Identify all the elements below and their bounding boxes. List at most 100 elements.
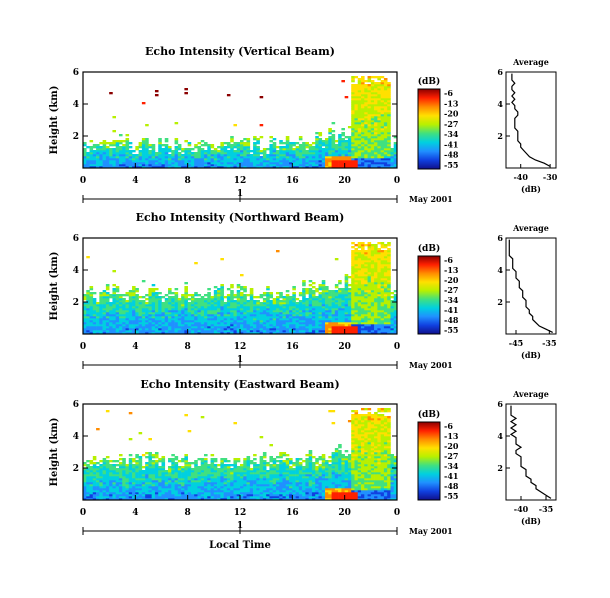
heatmap-cell	[132, 318, 136, 321]
heatmap-cell	[243, 150, 247, 153]
heatmap-cell	[253, 150, 257, 153]
heatmap-cell	[184, 156, 188, 159]
heatmap-cell	[334, 316, 339, 319]
heatmap-cell	[331, 312, 336, 315]
heatmap-cell	[383, 250, 388, 253]
heatmap-cell	[223, 492, 228, 495]
heatmap-cell	[220, 304, 224, 307]
heatmap-cell	[210, 300, 215, 303]
heatmap-cell	[292, 320, 296, 323]
heatmap-cell	[344, 158, 349, 161]
heatmap-cell	[387, 106, 391, 109]
heatmap-cell	[256, 166, 260, 169]
heatmap-cell	[99, 474, 103, 477]
heatmap-cell	[210, 476, 215, 479]
heatmap-cell	[118, 312, 123, 315]
heatmap-cell	[357, 84, 362, 87]
heatmap-cell	[272, 310, 277, 313]
heatmap-cell	[351, 328, 355, 331]
heatmap-cell	[125, 494, 130, 497]
heatmap-cell	[341, 316, 345, 319]
heatmap-cell	[383, 124, 388, 127]
heatmap-cell	[364, 268, 368, 271]
heatmap-cell	[83, 298, 87, 301]
heatmap-cell	[148, 482, 152, 485]
heatmap-cell	[357, 146, 362, 149]
heatmap-cell	[86, 166, 90, 169]
heatmap-cell	[243, 158, 247, 161]
heatmap-cell	[217, 470, 221, 473]
heatmap-cell	[112, 160, 117, 163]
heatmap-cell	[181, 154, 185, 157]
heatmap-cell	[249, 156, 254, 159]
heatmap-cell	[96, 322, 100, 325]
heatmap-cell	[351, 140, 355, 143]
heatmap-cell	[122, 478, 126, 481]
heatmap-cell	[184, 332, 188, 335]
heatmap-cell	[174, 470, 179, 473]
heatmap-cell	[331, 160, 336, 163]
heatmap-cell	[102, 318, 107, 321]
heatmap-cell	[161, 324, 166, 327]
heatmap-cell	[184, 304, 188, 307]
heatmap-cell	[138, 166, 143, 169]
heatmap-cell	[145, 144, 149, 147]
heatmap-cell	[210, 156, 215, 159]
heatmap-cell	[292, 162, 296, 165]
heatmap-cell	[354, 150, 359, 153]
heatmap-cell	[138, 324, 143, 327]
heatmap-cell	[380, 302, 385, 305]
heatmap-cell	[138, 322, 143, 325]
heatmap-cell	[115, 142, 120, 145]
heatmap-cell	[374, 284, 378, 287]
heatmap-cell	[367, 300, 372, 303]
heatmap-cell	[112, 166, 117, 169]
heatmap-cell	[387, 330, 391, 333]
heatmap-cell	[393, 328, 398, 331]
heatmap-cell	[357, 308, 362, 311]
heatmap-cell	[223, 316, 228, 319]
heatmap-cell	[174, 160, 179, 163]
heatmap-cell	[302, 326, 306, 329]
heatmap-cell	[259, 164, 264, 167]
heatmap-cell	[370, 318, 375, 321]
heatmap-cell	[220, 326, 224, 329]
heatmap-cell	[197, 468, 202, 471]
heatmap-cell	[204, 322, 208, 325]
heatmap-cell	[122, 470, 126, 473]
heatmap-cell	[177, 320, 182, 323]
colorbar-label: -6	[444, 255, 453, 265]
heatmap-cell	[269, 328, 274, 331]
heatmap-cell	[325, 308, 329, 311]
heatmap-cell	[207, 472, 211, 475]
heatmap-cell	[213, 150, 218, 153]
heatmap-cell	[357, 324, 362, 327]
heatmap-cell	[177, 160, 182, 163]
heatmap-cell	[174, 462, 179, 465]
heatmap-cell	[275, 306, 280, 309]
heatmap-cell	[302, 154, 306, 157]
heatmap-cell	[302, 332, 306, 335]
heatmap-cell	[220, 320, 224, 323]
heatmap-cell	[96, 324, 100, 327]
heatmap-cell	[374, 114, 378, 117]
heatmap-cell	[145, 124, 149, 127]
heatmap-cell	[99, 308, 103, 311]
heatmap-cell	[105, 322, 110, 325]
heatmap-cell	[213, 156, 218, 159]
heatmap-cell	[210, 154, 215, 157]
heatmap-cell	[148, 166, 152, 169]
heatmap-cell	[259, 304, 264, 307]
heatmap-cell	[361, 106, 365, 109]
heatmap-cell	[83, 154, 87, 157]
heatmap-cell	[207, 494, 211, 497]
heatmap-cell	[357, 144, 362, 147]
heatmap-cell	[194, 312, 198, 315]
heatmap-cell	[361, 266, 365, 269]
heatmap-cell	[217, 292, 221, 295]
heatmap-cell	[344, 320, 349, 323]
heatmap-cell	[220, 162, 224, 165]
heatmap-cell	[122, 488, 126, 491]
heatmap-cell	[338, 156, 342, 159]
heatmap-cell	[341, 304, 345, 307]
